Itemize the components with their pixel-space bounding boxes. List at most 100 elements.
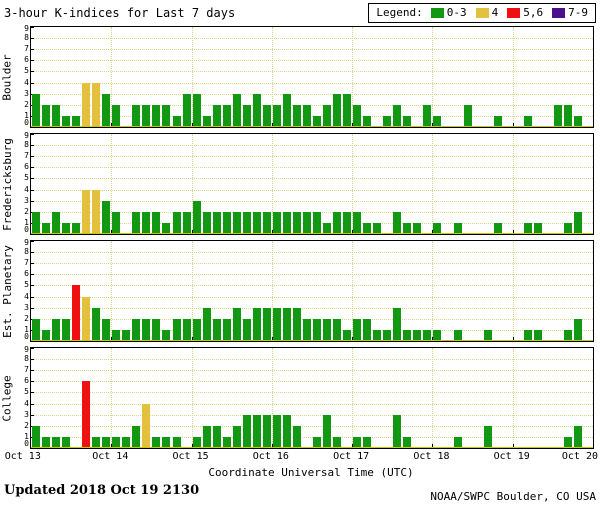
k-index-bar (112, 436, 121, 447)
k-index-bar (212, 318, 221, 340)
gridline-horizontal (31, 115, 593, 117)
k-index-bar (32, 318, 41, 340)
y-tick-mark (31, 414, 34, 416)
k-index-bar (523, 222, 532, 233)
gridline-horizontal (31, 222, 593, 224)
k-index-bar (323, 104, 332, 126)
x-tick-label: Oct 13 (4, 451, 41, 462)
k-index-bar (42, 329, 51, 340)
gridline-vertical (111, 348, 113, 448)
legend-items: 0-3 4 5,6 7-9 (430, 6, 588, 19)
k-index-bar (272, 414, 281, 447)
gridline-horizontal (31, 178, 593, 180)
k-index-bar (232, 211, 241, 233)
k-index-bar (242, 318, 251, 340)
gridline-horizontal (31, 329, 593, 331)
y-tick-mark (31, 200, 34, 202)
legend-swatch (507, 7, 521, 18)
k-index-bar (383, 115, 392, 126)
k-index-bar (333, 318, 342, 340)
gridline-horizontal (31, 93, 593, 95)
legend-item-label: 7-9 (568, 6, 588, 19)
station-label-text: Est. Planetary (1, 244, 14, 338)
k-index-bar (192, 200, 201, 233)
day-tick-mark (512, 337, 514, 341)
gridline-horizontal (31, 38, 593, 40)
gridline-vertical (271, 348, 273, 448)
gridline-horizontal (31, 104, 593, 106)
day-tick-mark (111, 123, 113, 127)
k-index-bar (212, 211, 221, 233)
k-index-bar (132, 104, 141, 126)
y-tick-label: 8 (24, 354, 29, 364)
k-index-bar (493, 222, 502, 233)
station-label-text: Boulder (1, 53, 15, 101)
legend-swatch (430, 7, 444, 18)
y-tick-label: 2 (24, 420, 29, 430)
panel-boulder: Boulder 0 1 2 3 4 5 6 7 8 9 (1, 25, 594, 128)
station-label: Boulder (1, 27, 14, 127)
k-index-bar (262, 211, 271, 233)
k-index-bar (42, 436, 51, 447)
k-index-bar (212, 104, 221, 126)
gridline-vertical (352, 241, 354, 341)
k-index-bar (433, 222, 442, 233)
zero-baseline (31, 126, 593, 127)
y-tick-label: 5 (24, 66, 29, 76)
k-index-bar (483, 425, 492, 447)
gridline-vertical (271, 134, 273, 234)
gridline-horizontal (31, 189, 593, 191)
y-tick-mark (31, 307, 34, 309)
gridline-vertical (352, 27, 354, 127)
y-tick-label: 9 (24, 238, 29, 247)
gridline-horizontal (31, 318, 593, 320)
gridline-vertical (191, 241, 193, 341)
day-tick-mark (191, 444, 193, 448)
k-index-bar (423, 104, 432, 126)
y-tick-label: 5 (24, 280, 29, 290)
y-tick-label: 5 (24, 387, 29, 397)
x-tick-label: Oct 17 (333, 451, 370, 462)
y-tick-label: 9 (24, 345, 29, 354)
y-tick-mark (31, 252, 34, 254)
k-index-bar (292, 425, 301, 447)
gridline-horizontal (31, 156, 593, 158)
gridline-vertical (271, 27, 273, 127)
y-tick-label: 9 (24, 131, 29, 140)
k-index-bar (112, 104, 121, 126)
y-tick-label: 3 (24, 88, 29, 98)
zero-baseline (31, 447, 593, 448)
gridline-horizontal (31, 359, 593, 361)
y-tick-label: 7 (24, 151, 29, 161)
y-tick-mark (31, 348, 34, 349)
k-index-bar (252, 211, 261, 233)
k-index-bar (302, 318, 311, 340)
top-bar: 3-hour K-indices for Last 7 days Legend:… (4, 2, 596, 23)
y-tick-mark (31, 167, 34, 169)
k-index-bar (132, 318, 141, 340)
day-tick-mark (432, 337, 434, 341)
k-index-bar (262, 307, 271, 340)
day-tick-mark (111, 337, 113, 341)
y-tick-mark (31, 156, 34, 158)
y-tick-mark (31, 359, 34, 361)
y-tick-label: 1 (24, 110, 29, 120)
k-index-bar (42, 222, 51, 233)
k-index-bar (363, 318, 372, 340)
gridline-vertical (512, 241, 514, 341)
k-index-bar (142, 318, 151, 340)
k-index-bar (252, 414, 261, 447)
legend-swatch (552, 7, 566, 18)
k-index-bar (82, 381, 91, 447)
k-index-bar (282, 414, 291, 447)
legend-item: 0-3 (430, 6, 467, 19)
k-index-bar (563, 104, 572, 126)
panel-fredericksburg: Fredericksburg 0 1 2 3 4 5 6 7 8 9 (1, 132, 594, 235)
k-index-bar (162, 104, 171, 126)
gridline-horizontal (31, 263, 593, 265)
y-tick-label: 0 (24, 332, 29, 341)
gridline-horizontal (31, 414, 593, 416)
k-index-bar (493, 115, 502, 126)
k-index-bar (242, 104, 251, 126)
legend-label: Legend: (376, 6, 423, 19)
